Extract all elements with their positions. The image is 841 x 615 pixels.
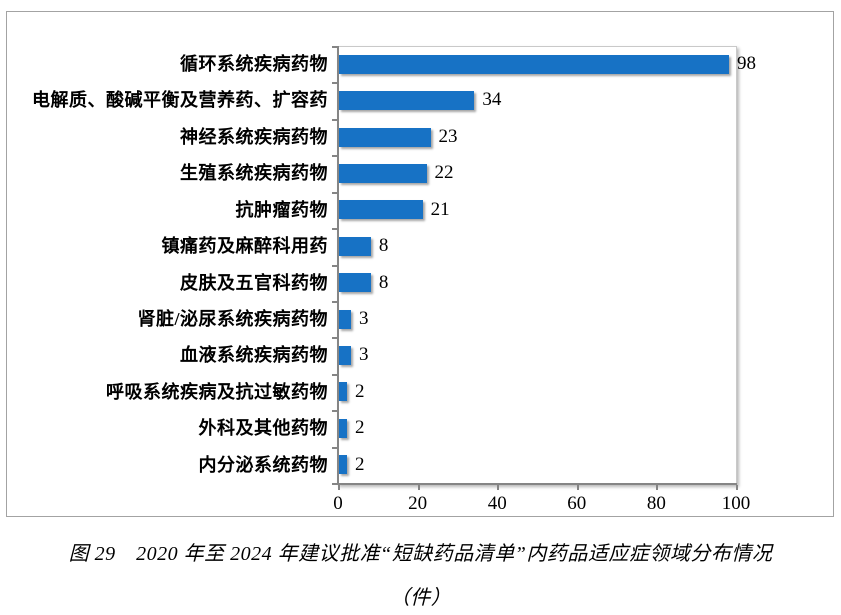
bar-value-label: 3 [358, 307, 369, 329]
category-label: 电解质、酸碱平衡及营养药、扩容药 [32, 90, 328, 111]
category-label: 镇痛药及麻醉科用药 [161, 236, 328, 257]
category-label: 外科及其他药物 [198, 418, 328, 439]
y-axis-line [337, 46, 339, 485]
category-label: 抗肿瘤药物 [235, 199, 328, 220]
y-axis-tick [332, 373, 337, 376]
bar [339, 273, 371, 293]
x-axis-line [337, 483, 737, 485]
y-axis-tick [332, 300, 337, 303]
x-axis-tick-label: 60 [567, 493, 587, 514]
figure-caption-unit: （件） [389, 587, 452, 609]
plot-area [337, 46, 737, 485]
y-axis-tick [332, 446, 337, 449]
bar-value-label: 23 [438, 125, 458, 147]
chart-frame: 循环系统疾病药物 98 电解质、酸碱平衡及营养药、扩容药 34 神经系统疾病药物 23 生殖… [6, 11, 834, 517]
category-label: 皮肤及五官科药物 [180, 272, 328, 293]
x-axis-tick [338, 485, 340, 490]
x-axis-tick [417, 485, 420, 490]
category-label: 生殖系统疾病药物 [180, 163, 328, 184]
y-axis-tick [332, 337, 337, 340]
bar [339, 309, 351, 329]
x-axis-tick [656, 485, 659, 490]
category-label: 内分泌系统药物 [198, 454, 328, 475]
bar-value-label: 21 [430, 198, 450, 220]
x-axis-tick [736, 485, 738, 490]
y-axis-tick [332, 228, 337, 231]
bar-value-label: 34 [482, 89, 502, 111]
category-label: 血液系统疾病药物 [180, 345, 328, 366]
bar [339, 91, 475, 111]
x-axis-tick-label: 0 [333, 493, 343, 514]
y-axis-tick [332, 82, 337, 85]
bar [339, 127, 431, 147]
y-axis-tick [332, 410, 337, 413]
bar [339, 382, 347, 402]
bar-value-label: 8 [378, 271, 389, 293]
bar-value-label: 2 [354, 453, 365, 475]
bar [339, 54, 730, 74]
category-label: 神经系统疾病药物 [180, 126, 328, 147]
y-axis-tick [332, 264, 337, 267]
bar [339, 200, 423, 220]
bar-value-label: 22 [434, 162, 454, 184]
bar [339, 236, 371, 256]
bar-value-label: 98 [737, 53, 757, 74]
bar [339, 163, 427, 183]
y-axis-tick [332, 118, 337, 121]
category-label: 循环系统疾病药物 [180, 54, 328, 74]
bar [339, 418, 347, 438]
y-axis-tick [332, 191, 337, 194]
y-axis-tick [332, 483, 337, 485]
category-label: 呼吸系统疾病及抗过敏药物 [106, 381, 328, 402]
x-axis-tick-label: 100 [721, 493, 751, 514]
x-axis-tick-label: 20 [408, 493, 428, 514]
x-axis-tick [576, 485, 579, 490]
y-axis-tick [332, 155, 337, 158]
x-axis-tick-label: 40 [487, 493, 507, 514]
bar [339, 455, 347, 475]
category-label: 肾脏/泌尿系统疾病药物 [137, 308, 328, 329]
x-axis-tick [497, 485, 500, 490]
bar-value-label: 8 [378, 235, 389, 257]
bar-value-label: 3 [358, 344, 369, 366]
bar-value-label: 2 [354, 417, 365, 439]
figure-caption: 图 29 2020 年至 2024 年建议批准“短缺药品清单”内药品适应症领域分… [68, 543, 773, 565]
bar [339, 346, 351, 366]
y-axis-tick [332, 46, 337, 48]
bar-value-label: 2 [354, 380, 365, 402]
x-axis-tick-label: 80 [646, 493, 666, 514]
